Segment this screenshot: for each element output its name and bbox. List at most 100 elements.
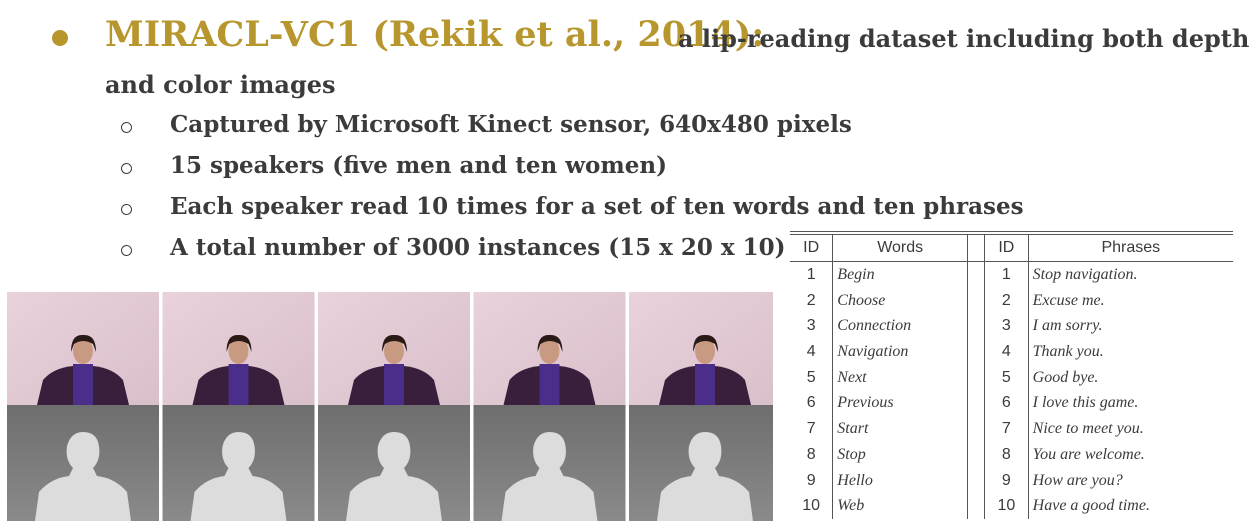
id-cell: 8	[790, 441, 834, 468]
text-cell: Choose	[832, 287, 969, 314]
hair	[71, 334, 96, 352]
frame	[7, 292, 159, 521]
table-row: 9 Hello 9 How are you?	[790, 467, 1233, 493]
depth-person	[35, 432, 131, 521]
id-cell: 4	[984, 338, 1029, 365]
sub-bullet	[121, 122, 132, 133]
sample-frames	[7, 292, 773, 521]
id-cell: 7	[984, 415, 1029, 442]
text-cell: Connection	[832, 313, 969, 339]
hair	[226, 334, 252, 352]
hair	[382, 334, 407, 352]
id-cell: 9	[984, 467, 1029, 493]
sub-bullet	[121, 204, 132, 215]
scarf	[73, 364, 93, 405]
id-cell: 2	[984, 287, 1029, 314]
id-cell: 10	[984, 492, 1029, 519]
table-row: 3 Connection 3 I am sorry.	[790, 313, 1233, 339]
hair	[537, 334, 563, 352]
column-gap	[967, 287, 986, 314]
bullet-text: Each speaker read 10 times for a set of …	[170, 193, 1024, 220]
id-cell: 6	[790, 390, 834, 416]
text-cell: Web	[832, 492, 969, 519]
sub-bullet	[121, 163, 132, 174]
frame	[162, 292, 315, 521]
id-cell: 9	[790, 467, 834, 493]
table-row: 8 Stop 8 You are welcome.	[790, 441, 1233, 468]
id-cell: 2	[790, 287, 834, 314]
text-cell: Hello	[832, 467, 969, 493]
column-gap	[967, 233, 986, 262]
id-cell: 4	[790, 338, 834, 365]
face	[384, 338, 404, 364]
column-gap	[967, 313, 986, 339]
text-cell: How are you?	[1032, 471, 1123, 489]
text-cell: Excuse me.	[1032, 291, 1105, 309]
column-header: ID	[790, 233, 834, 262]
column-header: Words	[832, 233, 969, 262]
depth-person	[346, 432, 442, 521]
text-cell: I love this game.	[1032, 394, 1139, 412]
column-gap	[967, 492, 986, 519]
id-cell: 5	[790, 364, 834, 391]
table-row: 2 Choose 2 Excuse me.	[790, 287, 1233, 314]
bullet-text: Captured by Microsoft Kinect sensor, 640…	[170, 111, 852, 138]
id-cell: 5	[984, 364, 1029, 391]
text-cell: Nice to meet you.	[1032, 420, 1144, 438]
face	[73, 338, 93, 364]
table-row: 1 Begin 1 Stop navigation.	[790, 261, 1233, 288]
id-cell: 3	[984, 313, 1029, 339]
bullet-text: A total number of 3000 instances (15 x 2…	[170, 234, 786, 261]
text-cell: Good bye.	[1032, 368, 1099, 386]
face	[228, 338, 249, 364]
slide-title: MIRACL-VC1 (Rekik et al., 2014):	[105, 14, 765, 55]
bullet-text: 15 speakers (five men and ten women)	[170, 152, 667, 179]
scarf	[228, 364, 249, 405]
text-cell: Thank you.	[1032, 343, 1104, 361]
table-row: 10 Web 10 Have a good time.	[790, 492, 1233, 519]
id-cell: 10	[790, 492, 834, 519]
depth-person	[190, 432, 287, 521]
text-cell: Start	[832, 415, 969, 442]
table-row: 7 Start 7 Nice to meet you.	[790, 415, 1233, 442]
depth-person	[501, 432, 598, 521]
column-header: ID	[984, 233, 1029, 262]
frame	[318, 292, 470, 521]
scarf	[539, 364, 560, 405]
text-cell: Begin	[832, 261, 969, 288]
text-cell: Previous	[832, 390, 969, 416]
sub-bullet	[121, 245, 132, 256]
depth-person	[657, 432, 753, 521]
hair	[693, 334, 718, 352]
bullet-dot	[52, 30, 68, 46]
header-row: ID Words ID Phrases	[790, 233, 1233, 262]
id-cell: 1	[790, 261, 834, 288]
scarf	[384, 364, 404, 405]
column-gap	[967, 261, 986, 288]
table-row: 5 Next 5 Good bye.	[790, 364, 1233, 391]
column-gap	[967, 338, 986, 365]
id-cell: 6	[984, 390, 1029, 416]
text-cell: Navigation	[832, 338, 969, 365]
id-cell: 1	[984, 261, 1029, 288]
scarf	[695, 364, 715, 405]
title-description: and color images	[105, 70, 336, 99]
column-gap	[967, 390, 986, 416]
table-row: 6 Previous 6 I love this game.	[790, 390, 1233, 416]
title-description: a lip-reading dataset including both dep…	[678, 24, 1250, 53]
column-gap	[967, 415, 986, 442]
text-cell: Have a good time.	[1032, 497, 1150, 515]
table-row: 4 Navigation 4 Thank you.	[790, 338, 1233, 365]
column-gap	[967, 441, 986, 468]
text-cell: Stop navigation.	[1032, 266, 1138, 284]
id-cell: 7	[790, 415, 834, 442]
frame	[473, 292, 626, 521]
frame	[629, 292, 773, 521]
column-gap	[967, 467, 986, 493]
id-cell: 8	[984, 441, 1029, 468]
face	[695, 338, 715, 364]
text-cell: Stop	[832, 441, 969, 468]
id-cell: 3	[790, 313, 834, 339]
column-header: Phrases	[1028, 233, 1233, 262]
